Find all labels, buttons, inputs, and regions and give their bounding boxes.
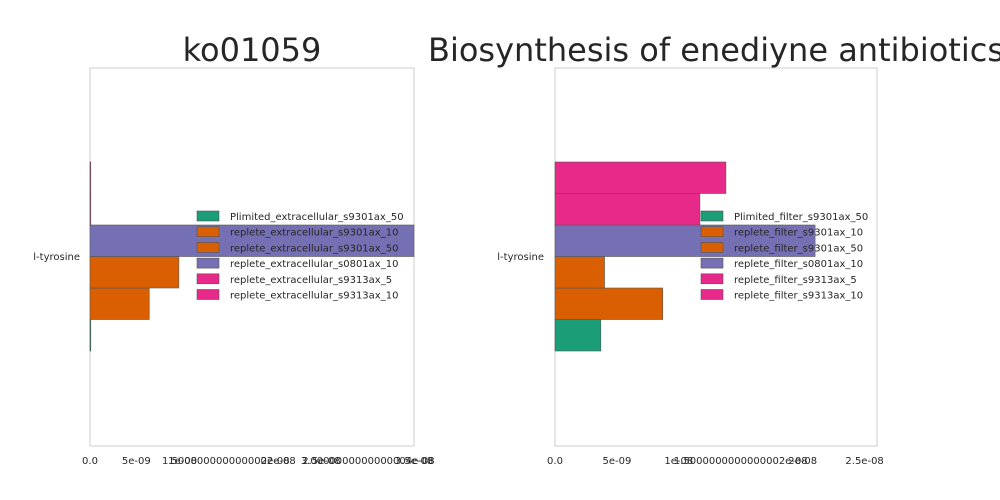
legend-label: replete_extracellular_s0801ax_10: [230, 259, 398, 270]
legend: Plimited_filter_s9301ax_50 replete_filter…: [700, 210, 868, 302]
panel-ko01059: ko01059 0.0 5e-09 1e-081.5000000000000002e…: [33, 31, 434, 467]
x-tick-label: 5e-09: [122, 456, 151, 467]
bar-group: [89, 161, 415, 352]
legend-swatch: [196, 273, 220, 285]
x-tick-label: 1e-08: [168, 456, 197, 467]
x-tick-label: 3.5e-08: [395, 456, 433, 467]
x-tick-label: 0.0: [82, 456, 98, 467]
bar: [554, 224, 816, 257]
bar-group: [554, 161, 816, 352]
chart-title: Biosynthesis of enediyne antibiotics: [428, 31, 1000, 69]
bar: [554, 287, 664, 320]
bar: [554, 161, 727, 194]
legend-label: Plimited_filter_s9301ax_50: [734, 212, 868, 223]
bar: [554, 256, 605, 289]
legend-label: Plimited_extracellular_s9301ax_50: [230, 212, 404, 223]
legend-swatch: [196, 210, 220, 222]
panel-enediyne: Biosynthesis of enediyne antibiotics 0.0…: [428, 31, 1000, 467]
bar: [89, 319, 92, 352]
legend-label: replete_filter_s9313ax_5: [734, 275, 857, 286]
x-tick-label: 1e-08: [664, 456, 693, 467]
y-tick-label: l-tyrosine: [33, 252, 80, 263]
legend-swatch: [196, 226, 220, 237]
x-tick-label: 2.5e-08: [845, 456, 883, 467]
bar: [89, 287, 150, 320]
legend-swatch: [196, 257, 220, 269]
legend-swatch: [700, 273, 724, 285]
legend-label: replete_extracellular_s9301ax_50: [230, 243, 398, 254]
legend-label: replete_filter_s9301ax_50: [734, 243, 863, 254]
x-tick-label: 3.0000000000000004e-08: [301, 456, 435, 467]
bar: [89, 161, 92, 194]
legend-label: replete_extracellular_s9313ax_5: [230, 275, 392, 286]
x-tick-label: 2e-08: [788, 456, 817, 467]
legend-swatch: [700, 226, 724, 237]
legend-label: replete_filter_s9301ax_10: [734, 228, 863, 239]
legend-swatch: [196, 242, 220, 253]
legend-swatch: [700, 289, 724, 300]
y-tick-label: l-tyrosine: [497, 252, 544, 263]
bar: [89, 224, 415, 257]
x-tick-label: 2e-08: [261, 456, 290, 467]
legend-label: replete_extracellular_s9313ax_10: [230, 291, 398, 302]
bar: [554, 319, 602, 352]
x-tick-labels: 0.0 5e-09 1e-081.5000000000000002e-082e-08…: [547, 456, 884, 467]
x-tick-label: 0.0: [547, 456, 563, 467]
legend-swatch: [700, 242, 724, 253]
bar: [89, 256, 180, 289]
legend-swatch: [700, 210, 724, 222]
x-tick-label: 2.5e-08: [302, 456, 340, 467]
bar: [89, 193, 92, 226]
legend-label: replete_extracellular_s9301ax_10: [230, 228, 398, 239]
legend: Plimited_extracellular_s9301ax_50replete…: [196, 210, 404, 302]
x-tick-label: 5e-09: [602, 456, 631, 467]
legend-label: replete_filter_s0801ax_10: [734, 259, 863, 270]
legend-label: replete_filter_s9313ax_10: [734, 291, 863, 302]
x-tick-label: 1.5000000000000002e-08: [674, 456, 808, 467]
x-tick-label: 1.5000000000000002e-08: [162, 456, 296, 467]
legend-swatch: [700, 257, 724, 269]
bar: [554, 193, 701, 226]
x-tick-labels: 0.0 5e-09 1e-081.5000000000000002e-082e-08…: [82, 456, 435, 467]
chart-title: ko01059: [183, 31, 322, 69]
legend-swatch: [196, 289, 220, 300]
